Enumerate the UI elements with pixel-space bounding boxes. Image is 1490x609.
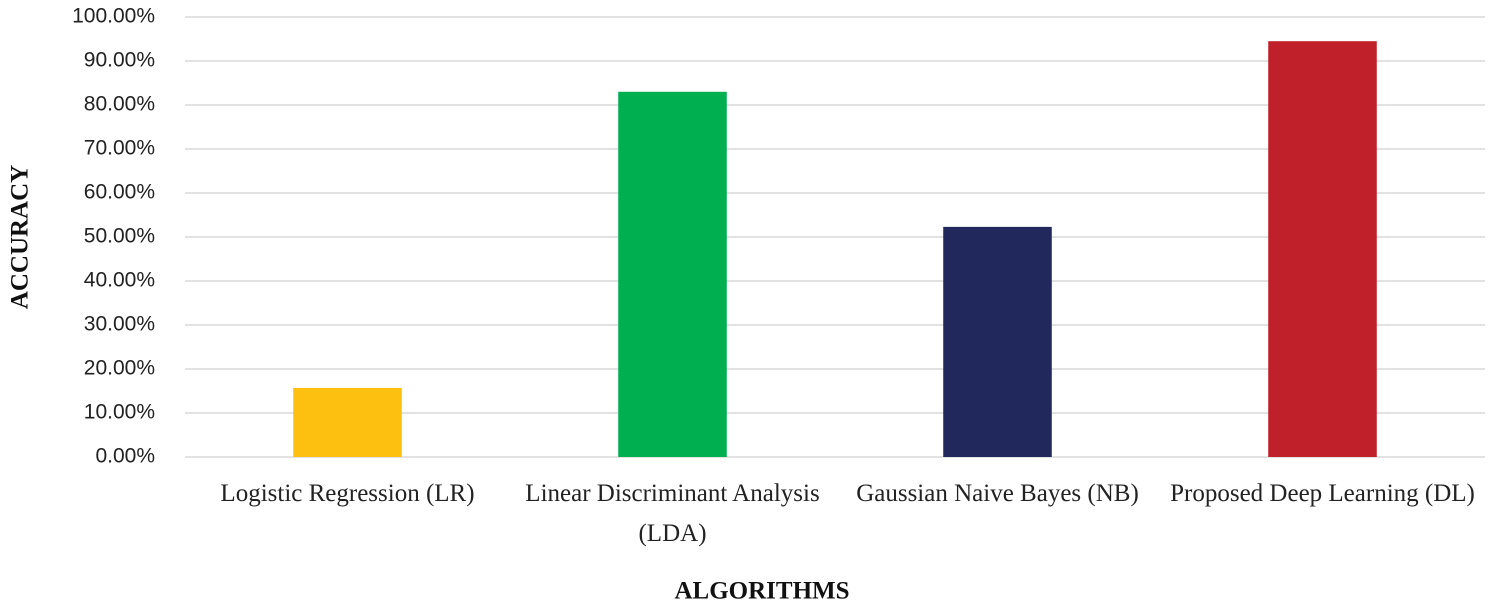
y-tick-label: 80.00% [84,93,155,116]
bar [293,387,402,457]
y-tick-label: 20.00% [84,357,155,380]
y-tick-label: 90.00% [84,49,155,72]
bar [943,226,1052,457]
x-axis-title: ALGORITHMS [674,578,849,605]
bar [618,91,727,458]
bar [1268,41,1377,457]
x-tick-label: Logistic Regression (LR) [220,480,475,507]
y-tick-label: 0.00% [95,445,155,468]
y-axis-title: ACCURACY [7,165,34,309]
y-tick-label: 50.00% [84,225,155,248]
x-tick-label: Proposed Deep Learning (DL) [1170,480,1475,507]
x-tick-label: Linear Discriminant Analysis (LDA) [525,480,820,547]
y-tick-label: 10.00% [84,401,155,424]
y-tick-label: 60.00% [84,181,155,204]
y-tick-label: 100.00% [72,5,155,28]
y-tick-label: 70.00% [84,137,155,160]
y-tick-label: 40.00% [84,269,155,292]
y-tick-label: 30.00% [84,313,155,336]
x-tick-label: Gaussian Naive Bayes (NB) [856,480,1139,507]
